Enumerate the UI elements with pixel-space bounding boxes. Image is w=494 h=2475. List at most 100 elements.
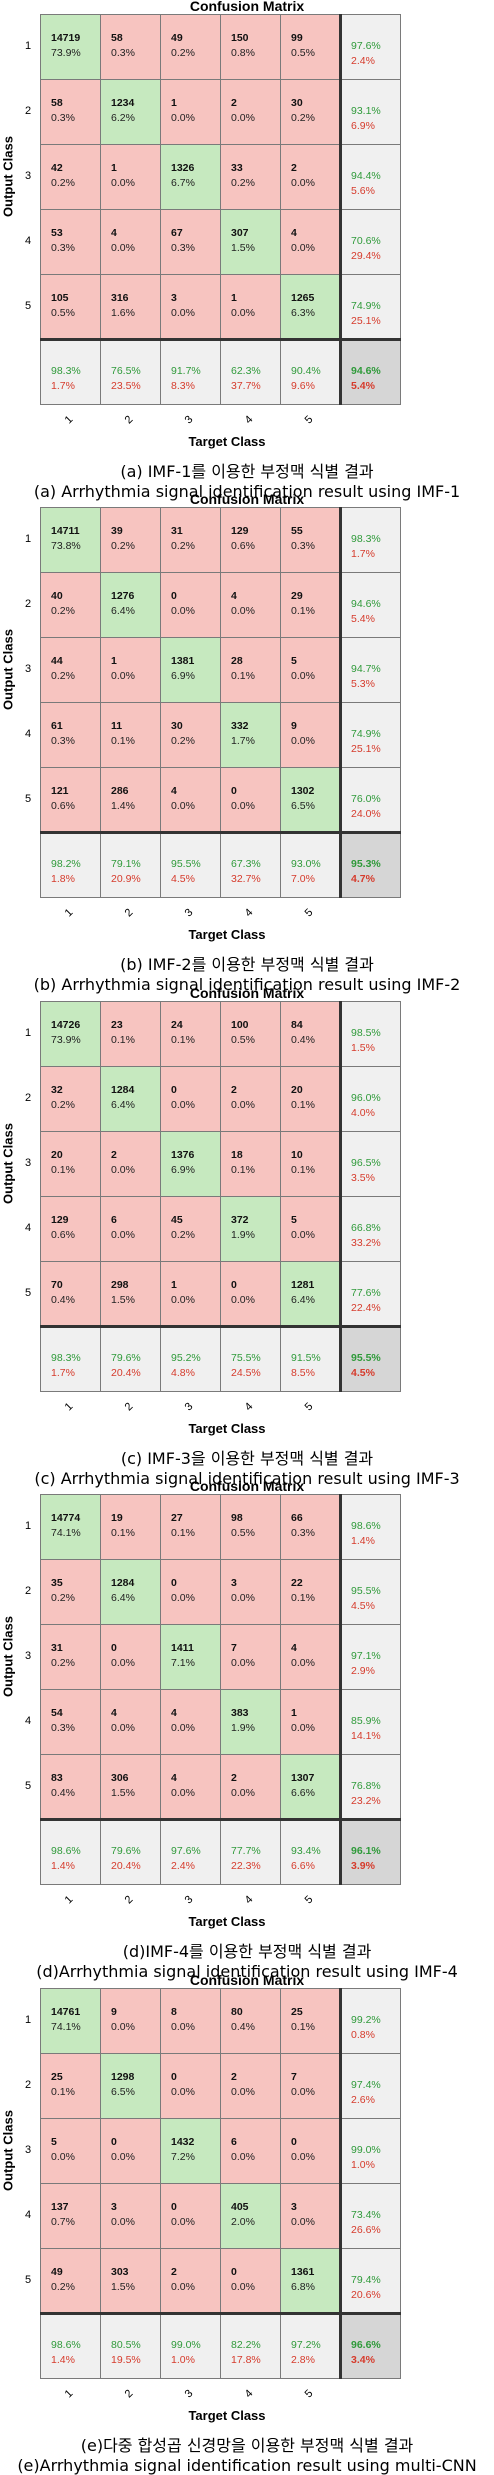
summary-divider-horizontal: [40, 1325, 401, 1328]
matrix-cell: 33 0.2%: [220, 144, 281, 210]
matrix-section: Confusion Matrix 14726 73.9% 23 0.1% 24 0.1% 10…: [0, 985, 494, 1488]
cell-percent: 0.0%: [231, 307, 255, 319]
chart-title: Confusion Matrix: [189, 491, 305, 507]
cell-count: 1302: [291, 785, 315, 797]
cell-count: 150: [231, 32, 249, 44]
col-summary-cell: 62.3% 37.7%: [220, 339, 281, 405]
row-summary-cell: 95.5% 4.5%: [340, 1559, 401, 1625]
matrix-cell: 1 0.0%: [220, 274, 281, 340]
cell-count: 42: [51, 162, 63, 174]
row-correct-pct: 95.5%: [351, 1585, 381, 1597]
cell-count: 1265: [291, 292, 315, 304]
cell-count: 1361: [291, 2266, 315, 2278]
col-correct-pct: 91.5%: [291, 1352, 321, 1364]
col-correct-pct: 91.7%: [171, 365, 201, 377]
y-tick-label: 1: [24, 532, 32, 545]
y-axis-label: Output Class: [0, 628, 16, 710]
cell-percent: 0.0%: [231, 800, 255, 812]
cell-percent: 0.0%: [291, 1722, 315, 1734]
cell-count: 5: [291, 655, 297, 667]
row-correct-pct: 94.4%: [351, 170, 381, 182]
cell-percent: 6.5%: [291, 800, 315, 812]
col-correct-pct: 76.5%: [111, 365, 141, 377]
total-error-pct: 3.4%: [351, 2354, 375, 2366]
col-summary-cell: 93.4% 6.6%: [280, 1819, 341, 1885]
col-summary-cell: 77.7% 22.3%: [220, 1819, 281, 1885]
matrix-cell: 0 0.0%: [100, 1624, 161, 1690]
y-tick-label: 3: [24, 662, 32, 675]
row-correct-pct: 98.6%: [351, 1520, 381, 1532]
row-correct-pct: 99.0%: [351, 2144, 381, 2156]
row-summary-cell: 93.1% 6.9%: [340, 79, 401, 145]
cell-count: 25: [291, 2006, 303, 2018]
cell-count: 286: [111, 785, 129, 797]
cell-count: 4: [171, 1707, 177, 1719]
cell-percent: 0.0%: [111, 2021, 135, 2033]
cell-percent: 0.0%: [231, 1657, 255, 1669]
cell-percent: 0.1%: [51, 1164, 75, 1176]
matrix-cell: 2 0.0%: [100, 1131, 161, 1197]
cell-percent: 1.5%: [231, 242, 255, 254]
matrix-cell: 1284 6.4%: [100, 1066, 161, 1132]
summary-divider-vertical: [339, 14, 342, 405]
cell-count: 25: [51, 2071, 63, 2083]
matrix-cell: 14726 73.9%: [40, 1001, 101, 1067]
x-tick-label: 1: [62, 1893, 76, 1907]
col-error-pct: 1.4%: [51, 1860, 75, 1872]
cell-percent: 0.0%: [171, 1787, 195, 1799]
total-error-pct: 3.9%: [351, 1860, 375, 1872]
col-correct-pct: 90.4%: [291, 365, 321, 377]
col-correct-pct: 62.3%: [231, 365, 261, 377]
matrix-cell: 14719 73.9%: [40, 14, 101, 80]
row-error-pct: 4.5%: [351, 1600, 375, 1612]
cell-count: 3: [111, 2201, 117, 2213]
y-tick-label: 3: [24, 2143, 32, 2156]
cell-count: 53: [51, 227, 63, 239]
cell-percent: 0.0%: [171, 2281, 195, 2293]
matrix-cell: 80 0.4%: [220, 1988, 281, 2054]
cell-count: 1298: [111, 2071, 135, 2083]
total-error-pct: 5.4%: [351, 380, 375, 392]
y-tick-label: 5: [24, 1779, 32, 1792]
cell-percent: 0.2%: [51, 605, 75, 617]
cell-count: 2: [111, 1149, 117, 1161]
row-correct-pct: 97.4%: [351, 2079, 381, 2091]
cell-percent: 1.5%: [111, 1787, 135, 1799]
x-tick-label: 4: [242, 1893, 256, 1907]
cell-percent: 0.5%: [231, 1527, 255, 1539]
total-accuracy-cell: 95.5% 4.5%: [340, 1326, 401, 1392]
matrix-section: Confusion Matrix 14774 74.1% 19 0.1% 27 0.1% 98…: [0, 1478, 494, 1981]
cell-count: 14719: [51, 32, 81, 44]
cell-percent: 0.0%: [291, 2086, 315, 2098]
col-correct-pct: 79.6%: [111, 1845, 141, 1857]
cell-percent: 74.1%: [51, 2021, 81, 2033]
cell-count: 29: [291, 590, 303, 602]
col-error-pct: 19.5%: [111, 2354, 141, 2366]
row-error-pct: 4.0%: [351, 1107, 375, 1119]
col-summary-cell: 98.6% 1.4%: [40, 2313, 101, 2379]
cell-percent: 0.0%: [291, 177, 315, 189]
cell-percent: 1.9%: [231, 1722, 255, 1734]
matrix-cell: 23 0.1%: [100, 1001, 161, 1067]
y-tick-label: 2: [24, 2078, 32, 2091]
col-correct-pct: 97.2%: [291, 2339, 321, 2351]
cell-percent: 0.0%: [111, 1722, 135, 1734]
col-error-pct: 1.7%: [51, 1367, 75, 1379]
cell-percent: 0.0%: [171, 2086, 195, 2098]
cell-count: 0: [171, 2201, 177, 2213]
cell-percent: 0.3%: [291, 540, 315, 552]
cell-count: 303: [111, 2266, 129, 2278]
col-error-pct: 20.9%: [111, 873, 141, 885]
summary-divider-vertical: [339, 507, 342, 898]
cell-percent: 0.0%: [171, 800, 195, 812]
cell-count: 5: [51, 2136, 57, 2148]
matrix-cell: 14711 73.8%: [40, 507, 101, 573]
matrix-section: Confusion Matrix 14761 74.1% 9 0.0% 8 0.0% 80 0.…: [0, 1972, 494, 2475]
matrix-cell: 1302 6.5%: [280, 767, 341, 833]
summary-divider-horizontal: [40, 831, 401, 834]
col-summary-cell: 98.3% 1.7%: [40, 339, 101, 405]
x-axis-label: Target Class: [188, 1421, 266, 1436]
row-error-pct: 2.4%: [351, 55, 375, 67]
col-summary-cell: 75.5% 24.5%: [220, 1326, 281, 1392]
